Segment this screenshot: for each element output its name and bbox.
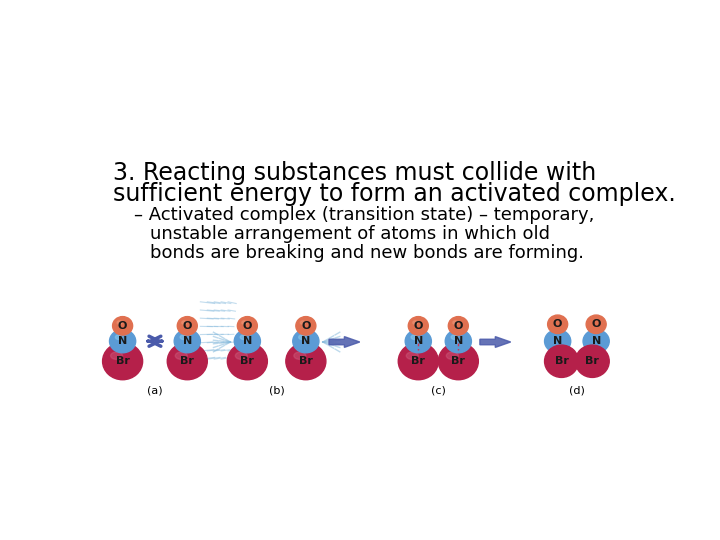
Ellipse shape	[112, 316, 132, 335]
Ellipse shape	[228, 343, 267, 380]
Text: N: N	[301, 336, 310, 346]
Polygon shape	[480, 336, 510, 347]
Ellipse shape	[548, 315, 567, 334]
Text: (a): (a)	[147, 386, 163, 395]
Ellipse shape	[180, 335, 186, 340]
Ellipse shape	[234, 330, 261, 353]
Text: bonds are breaking and new bonds are forming.: bonds are breaking and new bonds are for…	[150, 244, 583, 262]
Ellipse shape	[583, 330, 609, 353]
Text: O: O	[118, 321, 127, 331]
Ellipse shape	[299, 335, 305, 340]
Text: N: N	[454, 336, 463, 346]
Ellipse shape	[181, 321, 186, 325]
Text: – Activated complex (transition state) – temporary,: – Activated complex (transition state) –…	[134, 206, 595, 224]
Text: N: N	[592, 336, 600, 346]
Text: Br: Br	[240, 356, 254, 366]
Text: O: O	[301, 321, 310, 331]
Ellipse shape	[398, 343, 438, 380]
Ellipse shape	[449, 316, 468, 335]
Ellipse shape	[296, 316, 316, 335]
Text: sufficient energy to form an activated complex.: sufficient energy to form an activated c…	[113, 182, 676, 206]
Ellipse shape	[451, 335, 458, 340]
Ellipse shape	[167, 343, 207, 380]
Ellipse shape	[177, 316, 197, 335]
Ellipse shape	[294, 352, 306, 360]
Ellipse shape	[109, 330, 135, 353]
Ellipse shape	[544, 345, 578, 377]
Ellipse shape	[575, 345, 609, 377]
Text: Br: Br	[299, 356, 312, 366]
Ellipse shape	[286, 343, 326, 380]
Text: O: O	[591, 319, 600, 329]
Text: Br: Br	[411, 356, 426, 366]
Ellipse shape	[544, 330, 571, 353]
Ellipse shape	[242, 321, 247, 325]
Ellipse shape	[411, 335, 418, 340]
Text: O: O	[413, 321, 423, 331]
Text: O: O	[183, 321, 192, 331]
Text: Br: Br	[451, 356, 465, 366]
Text: 3. Reacting substances must collide with: 3. Reacting substances must collide with	[113, 161, 597, 185]
Text: N: N	[243, 336, 252, 346]
Text: N: N	[183, 336, 192, 346]
Ellipse shape	[446, 352, 459, 360]
Ellipse shape	[111, 352, 122, 360]
Ellipse shape	[238, 316, 257, 335]
Ellipse shape	[405, 330, 431, 353]
Ellipse shape	[235, 352, 248, 360]
Ellipse shape	[117, 321, 122, 325]
Text: Br: Br	[585, 356, 599, 366]
Ellipse shape	[438, 343, 478, 380]
Ellipse shape	[406, 352, 418, 360]
Ellipse shape	[586, 315, 606, 334]
Ellipse shape	[175, 352, 187, 360]
Ellipse shape	[408, 316, 428, 335]
Ellipse shape	[293, 330, 319, 353]
Ellipse shape	[240, 335, 247, 340]
Text: Br: Br	[180, 356, 194, 366]
Ellipse shape	[174, 330, 200, 353]
Text: (b): (b)	[269, 386, 284, 395]
Text: unstable arrangement of atoms in which old: unstable arrangement of atoms in which o…	[150, 225, 549, 243]
Text: Br: Br	[116, 356, 130, 366]
Text: O: O	[243, 321, 252, 331]
Ellipse shape	[445, 330, 472, 353]
Text: N: N	[118, 336, 127, 346]
Text: (c): (c)	[431, 386, 446, 395]
Text: (d): (d)	[569, 386, 585, 395]
Text: O: O	[553, 319, 562, 329]
Ellipse shape	[115, 335, 122, 340]
Text: N: N	[553, 336, 562, 346]
Text: O: O	[454, 321, 463, 331]
Ellipse shape	[413, 321, 418, 325]
Text: Br: Br	[554, 356, 568, 366]
Ellipse shape	[102, 343, 143, 380]
Text: N: N	[414, 336, 423, 346]
Polygon shape	[329, 336, 360, 347]
Ellipse shape	[453, 321, 458, 325]
Ellipse shape	[300, 321, 305, 325]
